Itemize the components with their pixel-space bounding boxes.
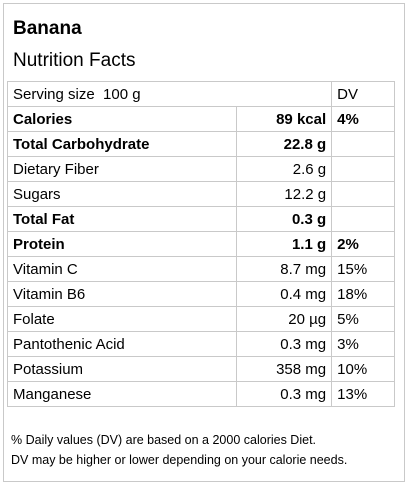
nutrient-dv: [331, 156, 395, 182]
nutrient-name: Vitamin B6: [6, 281, 238, 307]
nutrient-dv: [331, 181, 395, 207]
nutrient-name: Folate: [6, 306, 238, 332]
nutrient-amount: 89 kcal: [236, 106, 333, 132]
nutrient-name: Vitamin C: [6, 256, 238, 282]
nutrient-amount: 8.7 mg: [236, 256, 333, 282]
nutrient-row: Calories 89 kcal 4%: [6, 106, 395, 132]
serving-row: Serving size 100 g DV: [6, 81, 395, 107]
serving-size-cell: Serving size 100 g: [6, 81, 333, 107]
nutrient-name: Pantothenic Acid: [6, 331, 238, 357]
nutrient-amount: 0.4 mg: [236, 281, 333, 307]
nutrient-dv: [331, 131, 395, 157]
nutrient-dv: 18%: [331, 281, 395, 307]
nutrient-dv: 10%: [331, 356, 395, 382]
nutrient-row: Total Carbohydrate 22.8 g: [6, 131, 395, 157]
nutrient-amount: 22.8 g: [236, 131, 333, 157]
dv-column-header: DV: [331, 81, 395, 107]
nutrient-row: Protein 1.1 g 2%: [6, 231, 395, 257]
nutrient-row: Total Fat 0.3 g: [6, 206, 395, 232]
nutrient-dv: 2%: [331, 231, 395, 257]
footnote-line-1: % Daily values (DV) are based on a 2000 …: [11, 433, 317, 447]
nutrient-dv: [331, 206, 395, 232]
nutrient-row: Pantothenic Acid 0.3 mg 3%: [6, 331, 395, 357]
nutrient-name: Sugars: [6, 181, 238, 207]
serving-size-label: Serving size: [13, 85, 95, 103]
nutrient-row: Vitamin B6 0.4 mg 18%: [6, 281, 395, 307]
nutrient-dv: 5%: [331, 306, 395, 332]
nutrient-name: Total Carbohydrate: [6, 131, 238, 157]
nutrient-name: Protein: [6, 231, 238, 257]
nutrient-name: Manganese: [6, 381, 238, 407]
nutrient-dv: 13%: [331, 381, 395, 407]
nutrient-row: Sugars 12.2 g: [6, 181, 395, 207]
nutrient-amount: 0.3 g: [236, 206, 333, 232]
footnote-line-2: DV may be higher or lower depending on y…: [11, 453, 348, 467]
nutrient-dv: 4%: [331, 106, 395, 132]
footnote: % Daily values (DV) are based on a 2000 …: [11, 430, 347, 470]
food-title: Banana: [13, 18, 82, 39]
nutrient-amount: 2.6 g: [236, 156, 333, 182]
nutrient-name: Total Fat: [6, 206, 238, 232]
nutrient-row: Dietary Fiber 2.6 g: [6, 156, 395, 182]
nutrient-amount: 1.1 g: [236, 231, 333, 257]
nutrient-row: Vitamin C 8.7 mg 15%: [6, 256, 395, 282]
nutrient-name: Calories: [6, 106, 238, 132]
nutrient-row: Manganese 0.3 mg 13%: [6, 381, 395, 407]
nutrient-dv: 15%: [331, 256, 395, 282]
nutrition-card: Banana Nutrition Facts: [3, 3, 405, 482]
nutrient-amount: 0.3 mg: [236, 331, 333, 357]
nutrient-row: Folate 20 µg 5%: [6, 306, 395, 332]
serving-size-amount: 100 g: [103, 85, 141, 103]
nutrition-table: Serving size 100 g DV Calories 89 kcal 4% T…: [6, 81, 395, 407]
nutrient-row: Potassium 358 mg 10%: [6, 356, 395, 382]
nutrition-facts-heading: Nutrition Facts: [13, 50, 136, 71]
nutrient-dv: 3%: [331, 331, 395, 357]
nutrient-amount: 20 µg: [236, 306, 333, 332]
nutrient-amount: 0.3 mg: [236, 381, 333, 407]
nutrient-amount: 358 mg: [236, 356, 333, 382]
nutrient-name: Dietary Fiber: [6, 156, 238, 182]
nutrient-amount: 12.2 g: [236, 181, 333, 207]
nutrient-name: Potassium: [6, 356, 238, 382]
